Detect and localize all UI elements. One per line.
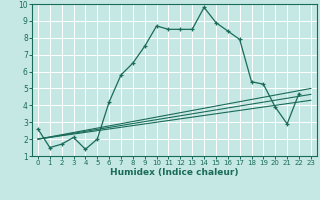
- X-axis label: Humidex (Indice chaleur): Humidex (Indice chaleur): [110, 168, 239, 177]
